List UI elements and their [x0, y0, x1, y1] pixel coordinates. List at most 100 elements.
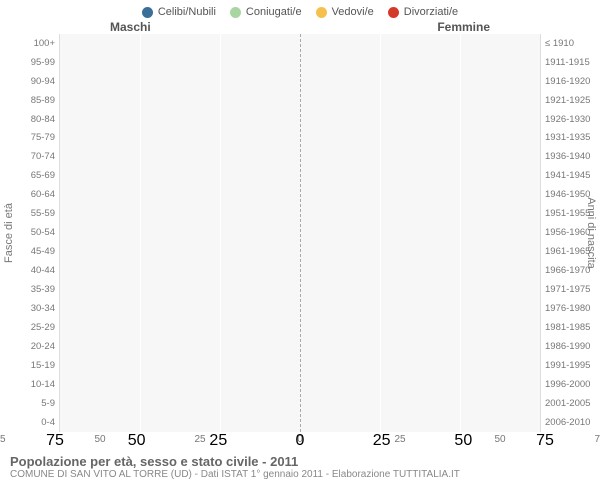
age-label: 95-99 — [31, 53, 55, 72]
chart-area: Fasce di età Anni di nascita 100+95-9990… — [0, 34, 600, 432]
population-pyramid-chart: Celibi/Nubili Coniugati/e Vedovi/e Divorzia… — [0, 0, 600, 500]
x-tick: 75 — [536, 432, 554, 450]
age-label: 85-89 — [31, 91, 55, 110]
birth-label: 1976-1980 — [545, 299, 590, 318]
pyramid-row — [60, 225, 540, 242]
pyramid-row — [60, 73, 540, 90]
pyramid-row — [60, 35, 540, 52]
age-label: 100+ — [34, 34, 55, 53]
pyramid-row — [60, 395, 540, 412]
birth-label: 2006-2010 — [545, 413, 590, 432]
x-tick: 25 — [194, 434, 205, 445]
birth-label: 1911-1915 — [545, 53, 590, 72]
chart-subtitle: COMUNE DI SAN VITO AL TORRE (UD) - Dati … — [10, 469, 590, 480]
birth-label: 1941-1945 — [545, 167, 590, 186]
birth-label: 1916-1920 — [545, 72, 590, 91]
x-tick: 25 — [373, 432, 391, 450]
gridline — [220, 34, 221, 432]
age-label: 10-14 — [31, 375, 55, 394]
age-label: 30-34 — [31, 299, 55, 318]
x-tick: 25 — [209, 432, 227, 450]
legend: Celibi/Nubili Coniugati/e Vedovi/e Divorzia… — [0, 0, 600, 18]
birth-label: 1986-1990 — [545, 337, 590, 356]
legend-swatch — [316, 7, 327, 18]
age-label: 80-84 — [31, 110, 55, 129]
gridline — [460, 34, 461, 432]
pyramid-row — [60, 130, 540, 147]
right-axis-title: Anni di nascita — [585, 197, 597, 269]
age-label: 90-94 — [31, 72, 55, 91]
birth-label: 1936-1940 — [545, 148, 590, 167]
age-label: 50-54 — [31, 224, 55, 243]
pyramid-row — [60, 111, 540, 128]
plot-area — [59, 34, 541, 432]
bar-rows — [60, 34, 540, 432]
age-label: 70-74 — [31, 148, 55, 167]
birth-label: 1971-1975 — [545, 280, 590, 299]
legend-item: Coniugati/e — [230, 6, 302, 18]
birth-label: 1981-1985 — [545, 318, 590, 337]
birth-label: 1926-1930 — [545, 110, 590, 129]
x-tick: 50 — [94, 434, 105, 445]
x-tick: 50 — [494, 434, 505, 445]
age-label: 20-24 — [31, 337, 55, 356]
pyramid-row — [60, 263, 540, 280]
legend-label: Celibi/Nubili — [158, 6, 216, 18]
chart-footer: Popolazione per età, sesso e stato civil… — [0, 448, 600, 480]
x-tick: 25 — [394, 434, 405, 445]
pyramid-row — [60, 149, 540, 166]
age-label: 75-79 — [31, 129, 55, 148]
pyramid-row — [60, 301, 540, 318]
birth-label: 1956-1960 — [545, 224, 590, 243]
birth-label: 1991-1995 — [545, 356, 590, 375]
pyramid-row — [60, 376, 540, 393]
birth-label: 2001-2005 — [545, 394, 590, 413]
legend-label: Vedovi/e — [332, 6, 374, 18]
female-label: Femmine — [437, 20, 490, 34]
pyramid-row — [60, 282, 540, 299]
age-label: 25-29 — [31, 318, 55, 337]
legend-swatch — [388, 7, 399, 18]
left-axis-title: Fasce di età — [3, 203, 15, 263]
legend-item: Divorziati/e — [388, 6, 458, 18]
birth-label: 1966-1970 — [545, 261, 590, 280]
legend-item: Vedovi/e — [316, 6, 374, 18]
x-tick: 0 — [296, 432, 305, 450]
pyramid-row — [60, 206, 540, 223]
legend-item: Celibi/Nubili — [142, 6, 216, 18]
male-label: Maschi — [110, 20, 151, 34]
birth-label: 1996-2000 — [545, 375, 590, 394]
age-label: 15-19 — [31, 356, 55, 375]
legend-swatch — [230, 7, 241, 18]
pyramid-row — [60, 414, 540, 431]
legend-label: Divorziati/e — [404, 6, 458, 18]
pyramid-row — [60, 168, 540, 185]
x-tick: 75 — [0, 434, 6, 445]
birth-label: 1946-1950 — [545, 186, 590, 205]
age-label: 65-69 — [31, 167, 55, 186]
pyramid-row — [60, 244, 540, 261]
age-label: 35-39 — [31, 280, 55, 299]
pyramid-row — [60, 54, 540, 71]
pyramid-row — [60, 92, 540, 109]
gender-labels: Maschi Femmine — [0, 18, 600, 34]
x-tick: 75 — [594, 434, 600, 445]
birth-label: 1931-1935 — [545, 129, 590, 148]
birth-label: 1921-1925 — [545, 91, 590, 110]
pyramid-row — [60, 357, 540, 374]
x-tick: 50 — [128, 432, 146, 450]
birth-label: 1961-1965 — [545, 242, 590, 261]
pyramid-row — [60, 319, 540, 336]
pyramid-row — [60, 338, 540, 355]
pyramid-row — [60, 187, 540, 204]
age-label: 60-64 — [31, 186, 55, 205]
chart-title: Popolazione per età, sesso e stato civil… — [10, 454, 590, 469]
x-tick: 75 — [46, 432, 64, 450]
x-tick: 50 — [454, 432, 472, 450]
age-label: 40-44 — [31, 261, 55, 280]
birth-label: 1951-1955 — [545, 205, 590, 224]
gridline — [380, 34, 381, 432]
age-label: 0-4 — [41, 413, 55, 432]
age-label: 5-9 — [41, 394, 55, 413]
age-label: 55-59 — [31, 205, 55, 224]
